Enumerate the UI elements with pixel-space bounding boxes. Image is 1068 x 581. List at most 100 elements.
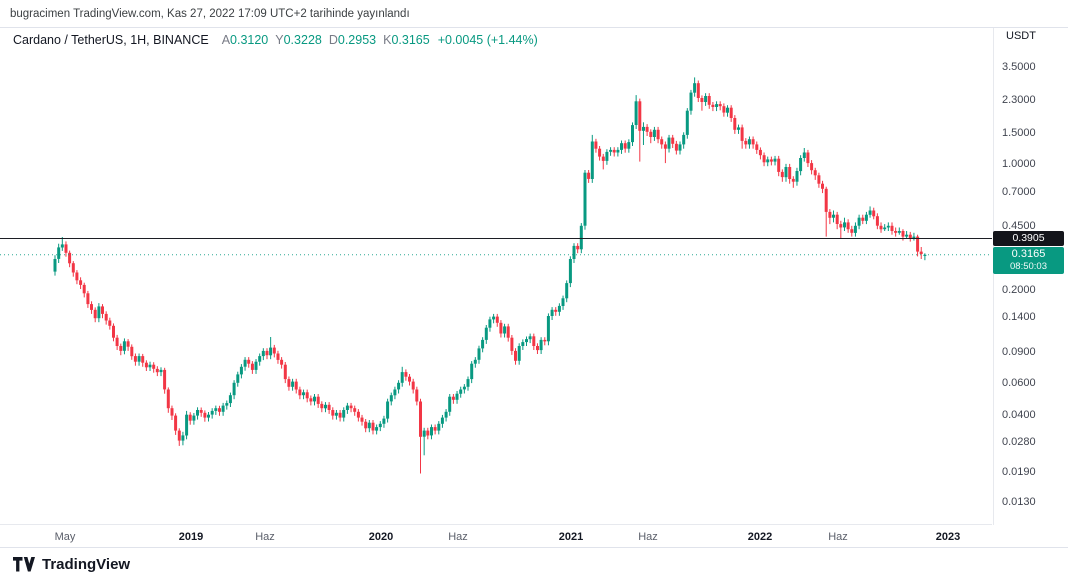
candle — [115, 334, 119, 350]
candle — [400, 366, 404, 387]
candle — [824, 186, 828, 237]
candle — [488, 316, 492, 332]
candle — [769, 156, 773, 166]
candle — [737, 124, 740, 134]
candle — [758, 147, 762, 160]
candle — [634, 95, 638, 129]
candle — [799, 155, 803, 176]
bar-countdown: 08:50:03 — [1010, 261, 1047, 272]
candle — [166, 387, 170, 413]
candle — [239, 364, 243, 379]
candle — [590, 134, 594, 183]
candle — [159, 367, 163, 377]
candle — [543, 337, 547, 346]
candle — [440, 414, 444, 428]
candle — [704, 93, 708, 106]
candle — [364, 419, 368, 433]
candle — [360, 414, 364, 426]
candle — [272, 344, 276, 358]
candle — [715, 101, 719, 112]
candle — [689, 89, 693, 115]
candle — [313, 394, 316, 406]
candle — [404, 369, 408, 381]
candle — [422, 427, 426, 456]
tradingview-logo-icon[interactable] — [13, 557, 35, 572]
candle — [598, 146, 602, 161]
candle — [565, 280, 569, 303]
candle — [510, 335, 514, 355]
candle — [499, 320, 503, 338]
time-axis-label: 2019 — [178, 531, 204, 543]
candle — [324, 402, 327, 413]
candle — [298, 386, 302, 400]
candle — [181, 431, 185, 446]
candle — [57, 243, 61, 263]
candle — [86, 290, 90, 308]
candle — [305, 389, 309, 403]
candle — [470, 361, 474, 384]
candle — [302, 389, 305, 400]
candle — [112, 323, 115, 342]
candle — [221, 402, 225, 416]
candle — [740, 124, 744, 149]
candle — [583, 170, 587, 230]
candle — [678, 141, 682, 155]
time-scale[interactable]: May 2019 Haz 2020 Haz 2021 Haz 2022 Haz 2023 — [0, 524, 992, 548]
open-value: 0.3120 — [230, 33, 269, 47]
candle — [397, 380, 401, 394]
candle — [557, 303, 561, 316]
candle — [839, 220, 843, 239]
tradingview-brand[interactable]: TradingView — [42, 556, 131, 573]
candle — [207, 412, 210, 422]
candle — [832, 210, 835, 223]
candle — [517, 343, 521, 365]
candle — [806, 149, 810, 167]
candle — [747, 136, 751, 149]
price-line-badge[interactable]: 0.3905 — [993, 231, 1064, 246]
candle — [682, 132, 686, 149]
candle — [916, 234, 920, 257]
candle — [612, 147, 616, 157]
candle — [883, 224, 887, 231]
candle — [777, 155, 781, 177]
price-scale[interactable]: USDT 3.5000 2.3000 1.5000 1.0000 0.7000 0.450… — [993, 28, 1068, 525]
candle — [433, 424, 437, 435]
candle — [79, 277, 83, 289]
time-axis-label: Haz — [828, 531, 848, 543]
candle — [254, 359, 258, 374]
candle — [718, 101, 722, 111]
candle — [225, 400, 229, 410]
candle — [868, 206, 872, 218]
candle — [71, 261, 75, 277]
open-label: A — [221, 33, 231, 47]
candle — [554, 307, 558, 316]
candle — [408, 374, 411, 386]
candle — [905, 231, 909, 239]
candle — [97, 303, 101, 323]
price-axis-label: 3.5000 — [1002, 61, 1036, 73]
candle — [148, 361, 152, 371]
candle — [532, 333, 536, 350]
price-axis-label: 0.2000 — [1002, 283, 1036, 296]
candle — [525, 336, 528, 346]
candle — [243, 357, 247, 371]
candle — [378, 421, 382, 432]
candle — [444, 409, 448, 422]
candle — [448, 394, 452, 416]
candle — [587, 170, 591, 183]
candle — [192, 413, 196, 425]
candle — [872, 207, 876, 220]
candle — [707, 93, 711, 109]
candle — [291, 378, 295, 391]
high-label: Y — [275, 33, 284, 47]
candle — [90, 301, 93, 314]
candle — [258, 353, 262, 366]
candle — [700, 95, 704, 111]
candle — [828, 209, 832, 225]
candle — [130, 344, 134, 360]
publish-info-text: bugracimen TradingView.com, Kas 27, 2022… — [10, 8, 410, 20]
candle — [572, 243, 576, 263]
symbol-title[interactable]: Cardano / TetherUS, 1H, BINANCE — [13, 33, 209, 47]
candle — [850, 225, 854, 237]
